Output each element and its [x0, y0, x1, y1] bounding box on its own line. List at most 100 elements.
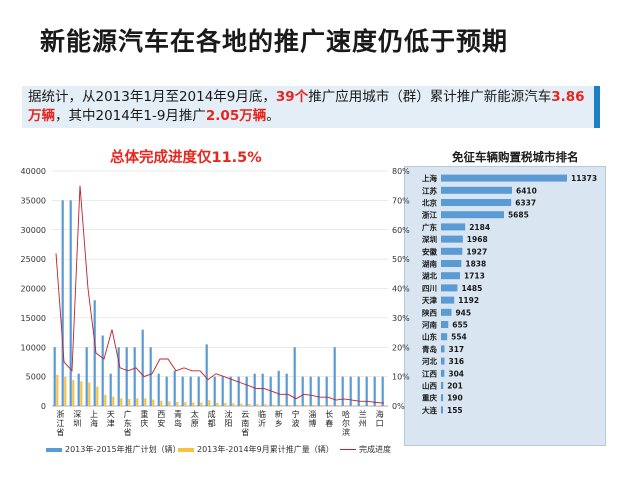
- bar-promoted: [152, 399, 155, 406]
- bar-plan: [101, 335, 104, 406]
- y2-tick-label: 50%: [392, 255, 410, 264]
- bar-promoted: [240, 403, 243, 406]
- bar-plan: [173, 370, 176, 406]
- rank-value-label: 554: [451, 333, 467, 342]
- bar-plan: [125, 347, 128, 406]
- rank-category-label: 湖南: [422, 259, 437, 269]
- x-tick-label: 深圳: [73, 410, 81, 428]
- rank-value-label: 201: [447, 382, 463, 391]
- bar-promoted: [272, 404, 275, 406]
- bar-plan: [149, 347, 152, 406]
- legend-swatch-progress: [340, 449, 356, 450]
- rank-value-label: 1713: [464, 272, 485, 281]
- summary-text-2: 推广应用城市（群）累计推广新能源汽车: [308, 89, 552, 105]
- bar-promoted: [280, 404, 283, 406]
- bar-plan: [373, 376, 376, 406]
- bar-promoted: [328, 405, 331, 406]
- bar-plan: [309, 376, 312, 406]
- bar-plan: [317, 376, 320, 406]
- bar-promoted: [176, 401, 179, 406]
- rank-category-label: 上海: [422, 173, 437, 183]
- y2-tick-label: 80%: [392, 167, 410, 176]
- rank-bar: [441, 321, 449, 328]
- rank-value-label: 1192: [458, 296, 479, 305]
- rank-bar: [441, 247, 463, 255]
- bar-promoted: [256, 404, 259, 406]
- x-tick-label: 宁波: [292, 409, 300, 428]
- summary-box: 据统计，从2013年1月至2014年9月底，39个推广应用城市（群）累计推广新能…: [22, 86, 600, 128]
- bar-promoted: [104, 394, 107, 406]
- bar-promoted: [112, 396, 115, 406]
- rank-category-label: 天津: [422, 295, 437, 305]
- bar-plan: [133, 347, 136, 406]
- bar-promoted: [136, 398, 139, 406]
- rank-category-label: 北京: [422, 198, 437, 208]
- x-tick-label: 成都: [208, 409, 216, 428]
- rank-category-label: 四川: [422, 284, 437, 293]
- bar-promoted: [192, 402, 195, 406]
- rank-bar: [441, 223, 466, 231]
- x-tick-label: 兰州: [359, 409, 367, 428]
- bar-promoted: [56, 374, 59, 406]
- rank-value-label: 6337: [515, 199, 536, 208]
- legend-item-progress: 完成进度: [340, 444, 391, 455]
- legend-label-plan: 2013年-2015年推广计划（辆）: [65, 445, 181, 454]
- rank-bar: [441, 345, 445, 353]
- summary-text-4: 。: [266, 108, 280, 124]
- bar-promoted: [344, 405, 347, 406]
- bar-plan: [357, 376, 360, 406]
- bar-promoted: [72, 380, 75, 406]
- rank-bar: [441, 260, 462, 267]
- rank-bar: [441, 406, 443, 414]
- bar-plan: [381, 376, 384, 406]
- rank-category-label: 河南: [422, 320, 437, 330]
- summary-total-vehicles: 3.86万辆: [28, 89, 585, 124]
- y-tick-label: 15000: [21, 314, 46, 323]
- bar-plan: [205, 344, 208, 406]
- rank-category-label: 山西: [422, 381, 437, 391]
- bar-promoted: [128, 398, 131, 406]
- rank-category-label: 河北: [422, 356, 437, 366]
- bar-plan: [85, 347, 88, 406]
- rank-value-label: 190: [447, 394, 463, 403]
- summary-2014-vehicles: 2.05万辆: [205, 108, 267, 124]
- rank-bar: [441, 199, 512, 206]
- legend-swatch-promoted: [178, 447, 194, 452]
- rank-bar: [441, 333, 448, 341]
- y-tick-label: 0: [41, 402, 46, 411]
- rank-category-label: 安徽: [422, 246, 437, 256]
- bar-promoted: [216, 402, 219, 406]
- bar-plan: [269, 376, 272, 406]
- rank-category-label: 广东: [422, 222, 437, 232]
- summary-city-count: 39个: [275, 89, 309, 105]
- x-tick-label: 淄博: [308, 409, 316, 428]
- rank-bar: [441, 272, 460, 280]
- y2-tick-label: 10%: [392, 373, 410, 382]
- bar-plan: [301, 376, 304, 406]
- rank-category-label: 山东: [422, 332, 437, 342]
- bar-promoted: [200, 402, 203, 406]
- rank-bar: [441, 357, 445, 365]
- bar-promoted: [160, 400, 163, 406]
- bar-plan: [213, 376, 216, 406]
- x-tick-label: 浙江省: [56, 409, 64, 437]
- bar-plan: [365, 376, 368, 406]
- bar-plan: [93, 300, 96, 406]
- x-tick-label: 太原: [191, 409, 199, 428]
- rank-bar: [441, 369, 445, 377]
- bar-promoted: [312, 404, 315, 406]
- x-tick-label: 天津: [107, 410, 115, 428]
- x-tick-label: 长春: [325, 409, 333, 428]
- rank-category-label: 重庆: [422, 393, 437, 403]
- bar-promoted: [232, 403, 235, 406]
- y2-tick-label: 20%: [392, 343, 410, 352]
- rank-value-label: 304: [448, 369, 464, 378]
- legend-label-promoted: 2013年-2014年9月累计推广量（辆）: [197, 445, 334, 454]
- summary-text-3: ，其中2014年1-9月推广: [55, 108, 206, 124]
- rank-value-label: 155: [447, 406, 463, 415]
- rank-value-label: 655: [452, 321, 468, 330]
- bar-plan: [221, 376, 224, 406]
- rank-category-label: 江苏: [422, 185, 437, 195]
- bar-plan: [53, 347, 56, 406]
